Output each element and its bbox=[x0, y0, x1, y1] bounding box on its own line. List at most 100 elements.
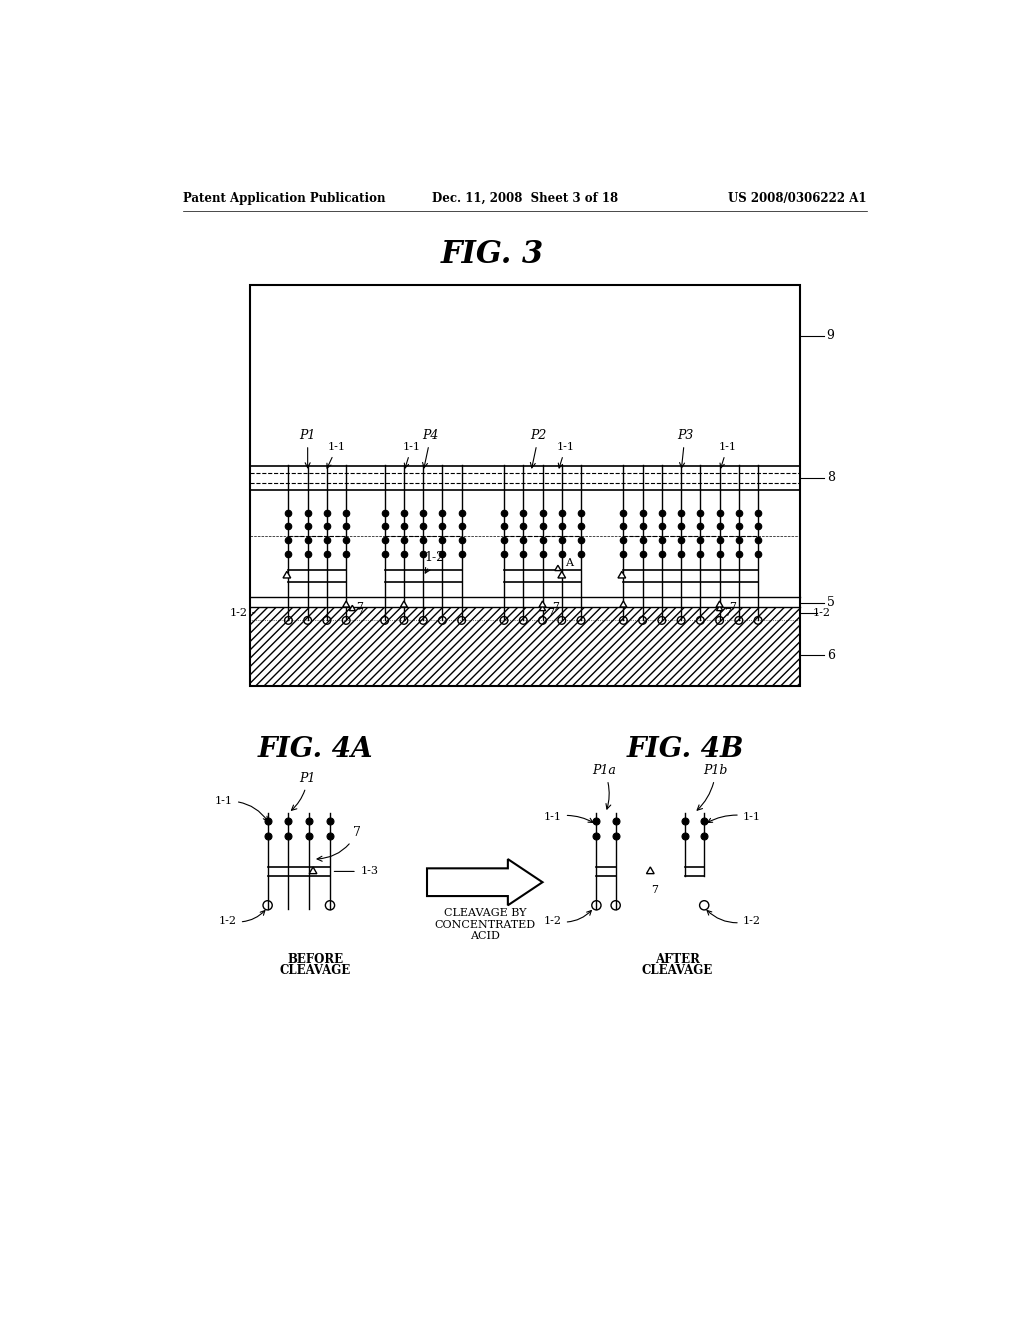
Text: CLEAVAGE: CLEAVAGE bbox=[280, 964, 351, 977]
Point bbox=[496, 516, 512, 537]
Point bbox=[750, 502, 766, 523]
Point bbox=[635, 529, 651, 550]
Point bbox=[607, 810, 624, 832]
Text: 1-1: 1-1 bbox=[215, 796, 267, 821]
Point bbox=[338, 502, 354, 523]
Point bbox=[535, 529, 551, 550]
Polygon shape bbox=[343, 601, 349, 607]
Point bbox=[496, 529, 512, 550]
Text: 7: 7 bbox=[355, 602, 362, 611]
Point bbox=[377, 544, 393, 565]
Point bbox=[496, 502, 512, 523]
Text: FIG. 3: FIG. 3 bbox=[441, 239, 544, 271]
Point bbox=[454, 516, 470, 537]
Polygon shape bbox=[617, 572, 626, 578]
Point bbox=[434, 502, 451, 523]
Point bbox=[338, 544, 354, 565]
Text: 7: 7 bbox=[356, 607, 364, 618]
Text: P1: P1 bbox=[299, 429, 315, 467]
Polygon shape bbox=[539, 601, 546, 607]
Point bbox=[434, 529, 451, 550]
Point bbox=[673, 544, 689, 565]
Point bbox=[750, 544, 766, 565]
Point bbox=[377, 529, 393, 550]
Text: 1-2: 1-2 bbox=[813, 607, 831, 618]
Text: 7: 7 bbox=[547, 607, 554, 618]
Point bbox=[322, 810, 338, 832]
Point bbox=[299, 529, 315, 550]
Point bbox=[615, 544, 632, 565]
Point bbox=[615, 516, 632, 537]
Polygon shape bbox=[540, 606, 546, 611]
Text: 7: 7 bbox=[552, 602, 559, 611]
Text: 1-3: 1-3 bbox=[360, 866, 379, 876]
Point bbox=[696, 810, 713, 832]
Point bbox=[653, 544, 670, 565]
Point bbox=[301, 810, 317, 832]
Point bbox=[554, 544, 570, 565]
Point bbox=[515, 529, 531, 550]
Point bbox=[731, 529, 748, 550]
Point bbox=[535, 544, 551, 565]
Point bbox=[692, 516, 709, 537]
Text: P1b: P1b bbox=[697, 764, 728, 810]
Text: 1-2: 1-2 bbox=[707, 911, 761, 925]
Text: 7: 7 bbox=[724, 607, 731, 618]
Point bbox=[692, 529, 709, 550]
Text: 9: 9 bbox=[826, 329, 835, 342]
Text: CLEAVAGE: CLEAVAGE bbox=[642, 964, 713, 977]
Point bbox=[299, 516, 315, 537]
Text: P4: P4 bbox=[423, 429, 439, 467]
Polygon shape bbox=[716, 601, 723, 607]
Point bbox=[615, 529, 632, 550]
Point bbox=[750, 516, 766, 537]
Point bbox=[673, 516, 689, 537]
Polygon shape bbox=[646, 867, 654, 874]
Point bbox=[712, 529, 728, 550]
Text: 5: 5 bbox=[826, 597, 835, 610]
Point bbox=[635, 516, 651, 537]
Polygon shape bbox=[349, 606, 355, 611]
Point bbox=[554, 529, 570, 550]
Point bbox=[318, 502, 335, 523]
Text: 1-1: 1-1 bbox=[718, 442, 736, 469]
Text: 7: 7 bbox=[729, 602, 736, 611]
Point bbox=[731, 544, 748, 565]
Point bbox=[454, 529, 470, 550]
Point bbox=[434, 516, 451, 537]
Point bbox=[635, 544, 651, 565]
Point bbox=[415, 544, 431, 565]
Point bbox=[415, 516, 431, 537]
Point bbox=[415, 502, 431, 523]
Point bbox=[259, 825, 275, 846]
Point bbox=[281, 810, 297, 832]
Point bbox=[535, 502, 551, 523]
Point bbox=[731, 516, 748, 537]
Point bbox=[635, 502, 651, 523]
Text: 1-2: 1-2 bbox=[219, 911, 265, 925]
Point bbox=[281, 502, 297, 523]
Point bbox=[554, 516, 570, 537]
Text: P1: P1 bbox=[292, 772, 315, 810]
Point bbox=[515, 502, 531, 523]
Point bbox=[696, 825, 713, 846]
Point bbox=[673, 529, 689, 550]
Text: CLEAVAGE BY: CLEAVAGE BY bbox=[443, 908, 526, 917]
Point bbox=[338, 516, 354, 537]
Text: ACID: ACID bbox=[470, 931, 500, 941]
Point bbox=[535, 516, 551, 537]
Point bbox=[750, 529, 766, 550]
Polygon shape bbox=[309, 867, 316, 874]
Text: 1-2: 1-2 bbox=[425, 550, 444, 573]
Text: 1-1: 1-1 bbox=[557, 442, 574, 469]
Bar bbox=[250, 607, 801, 686]
Point bbox=[318, 516, 335, 537]
Point bbox=[395, 529, 412, 550]
Point bbox=[677, 825, 693, 846]
Point bbox=[515, 516, 531, 537]
Bar bbox=[250, 285, 801, 686]
Text: FIG. 4A: FIG. 4A bbox=[258, 737, 373, 763]
Point bbox=[692, 502, 709, 523]
Point bbox=[415, 529, 431, 550]
Text: BEFORE: BEFORE bbox=[288, 953, 343, 966]
